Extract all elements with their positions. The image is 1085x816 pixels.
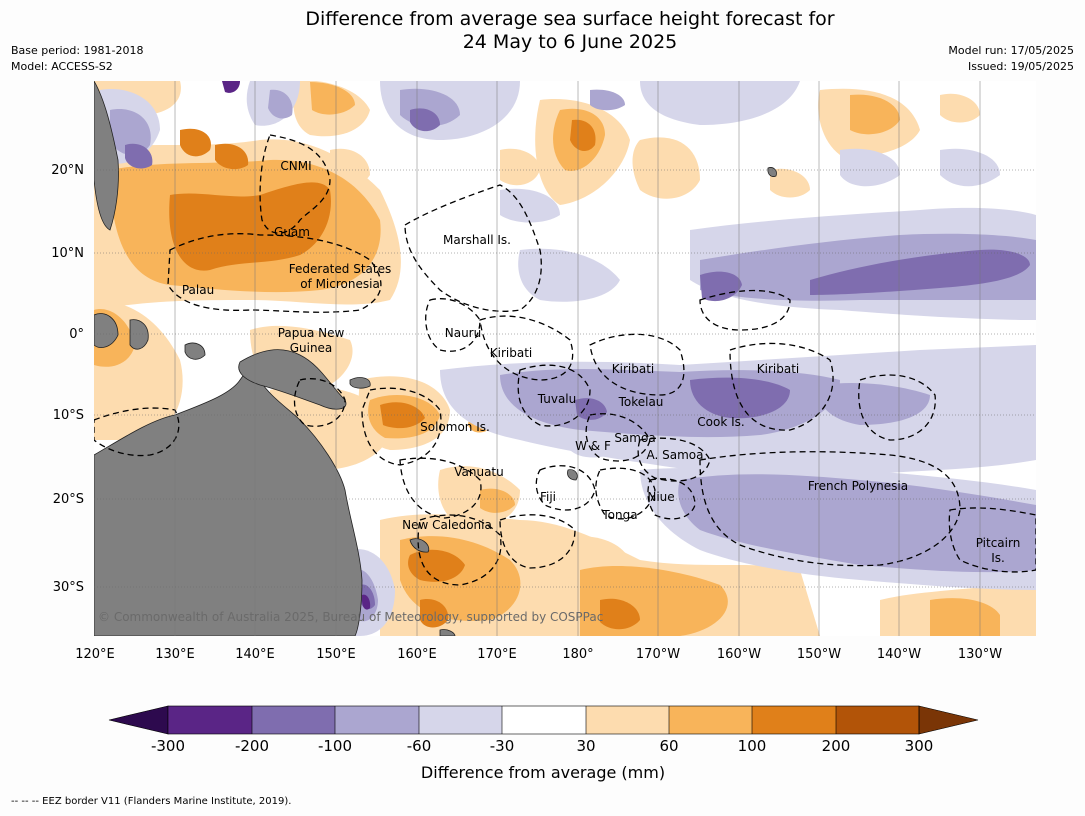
- lat-label: 10°S: [53, 408, 84, 423]
- chart-title: Difference from average sea surface heig…: [0, 8, 1085, 54]
- lon-label: 150°E: [316, 647, 356, 662]
- place-label: Federated States: [289, 262, 391, 276]
- model-run: Model run: 17/05/2025: [948, 44, 1074, 57]
- place-label: CNMI: [280, 159, 311, 173]
- place-label: Guinea: [290, 341, 333, 355]
- colorbar-swatch: [502, 706, 586, 734]
- colorbar-swatch: [586, 706, 669, 734]
- sulawesi-landmass: [129, 319, 149, 350]
- lon-label: 180°: [562, 647, 593, 662]
- colorbar-tick: -100: [318, 737, 352, 755]
- lon-label: 130°E: [155, 647, 195, 662]
- place-label: Tonga: [601, 508, 637, 522]
- new-caledonia-landmass: [409, 538, 430, 553]
- map-panel: [94, 81, 1036, 636]
- lat-gridlines: [94, 169, 1036, 588]
- lat-label: 20°N: [51, 163, 84, 178]
- new-zealand-landmass: [439, 629, 456, 636]
- colorbar-extend-high: [918, 705, 979, 735]
- colorbar-swatch: [752, 706, 836, 734]
- title-line-1: Difference from average sea surface heig…: [305, 8, 835, 30]
- place-label: Papua New: [278, 326, 345, 340]
- colorbar-tick: 100: [738, 737, 767, 755]
- colorbar-swatch: [836, 706, 919, 734]
- colorbar-ticks: -300 -200 -100 -60 -30 30 60 100 200 300: [151, 737, 933, 755]
- colorbar-swatch: [168, 706, 252, 734]
- lat-label: 30°S: [53, 580, 84, 595]
- lat-label: 0°: [69, 327, 84, 342]
- place-label: French Polynesia: [808, 479, 908, 493]
- place-label: Fiji: [540, 490, 556, 504]
- place-label: Cook Is.: [697, 415, 744, 429]
- lon-gridlines: [174, 81, 981, 636]
- borneo-landmass: [94, 313, 119, 348]
- place-label: Nauru: [445, 326, 481, 340]
- place-label: Marshall Is.: [443, 233, 511, 247]
- colorbar-tick: -30: [490, 737, 515, 755]
- colorbar-swatch: [335, 706, 419, 734]
- philippines-landmass: [94, 81, 119, 231]
- model-name: Model: ACCESS-S2: [11, 60, 113, 73]
- place-label: Guam: [274, 225, 310, 239]
- place-label: Kiribati: [757, 362, 799, 376]
- lat-axis: 20°N 10°N 0° 10°S 20°S 30°S: [51, 163, 84, 595]
- colorbar-tick: 300: [905, 737, 934, 755]
- lon-label: 160°E: [397, 647, 437, 662]
- issued-date: Issued: 19/05/2025: [967, 60, 1074, 73]
- place-label: Vanuatu: [454, 465, 504, 479]
- colorbar-swatch: [252, 706, 335, 734]
- lon-label: 140°W: [877, 647, 921, 662]
- place-label: Tokelau: [618, 395, 664, 409]
- colorbar: -300 -200 -100 -60 -30 30 60 100 200 300…: [108, 705, 979, 782]
- lon-label: 170°W: [636, 647, 680, 662]
- place-label: Solomon Is.: [420, 420, 490, 434]
- place-label: Samoa: [614, 431, 655, 445]
- colorbar-swatch: [669, 706, 752, 734]
- lat-label: 10°N: [51, 246, 84, 261]
- eez-legend-note: -- -- -- EEZ border V11 (Flanders Marine…: [11, 796, 292, 807]
- lon-label: 140°E: [235, 647, 275, 662]
- place-label: New Caledonia: [402, 518, 492, 532]
- anomaly-field: [94, 81, 1036, 636]
- colorbar-extend-low: [108, 705, 169, 735]
- colorbar-tick: 200: [822, 737, 851, 755]
- place-label: Is.: [991, 551, 1005, 565]
- place-label: Tuvalu: [537, 392, 577, 406]
- colorbar-tick: -200: [235, 737, 269, 755]
- lon-axis: 120°E 130°E 140°E 150°E 160°E 170°E 180°…: [75, 647, 1002, 662]
- land-masses: [94, 81, 777, 636]
- meta-right: Model run: 17/05/2025 Issued: 19/05/2025: [948, 43, 1074, 75]
- colorbar-tick: -300: [151, 737, 185, 755]
- new-britain-landmass: [349, 377, 371, 389]
- lon-label: 160°W: [717, 647, 761, 662]
- australia-landmass: [94, 370, 363, 636]
- place-label: of Micronesia: [300, 277, 380, 291]
- place-label: Niue: [647, 490, 674, 504]
- colorbar-label: Difference from average (mm): [421, 763, 665, 782]
- place-labels: CNMI Guam Marshall Is. Federated States …: [182, 159, 1020, 565]
- colorbar-swatch: [419, 706, 502, 734]
- base-period: Base period: 1981-2018: [11, 44, 144, 57]
- copyright-note: © Commonwealth of Australia 2025, Bureau…: [98, 610, 603, 624]
- meta-left: Base period: 1981-2018 Model: ACCESS-S2: [11, 43, 143, 75]
- place-label: Pitcairn: [976, 536, 1021, 550]
- colorbar-tick: 30: [576, 737, 595, 755]
- place-label: Kiribati: [490, 346, 532, 360]
- lon-label: 170°E: [477, 647, 517, 662]
- title-line-2: 24 May to 6 June 2025: [462, 31, 678, 53]
- place-label: Palau: [182, 283, 214, 297]
- lon-label: 120°E: [75, 647, 115, 662]
- colorbar-tick: 60: [659, 737, 678, 755]
- lon-label: 130°W: [958, 647, 1002, 662]
- halmahera-landmass: [184, 342, 206, 360]
- lon-label: 150°W: [797, 647, 841, 662]
- place-label: W & F: [575, 439, 611, 453]
- place-label: Kiribati: [612, 362, 654, 376]
- place-label: A. Samoa: [647, 448, 704, 462]
- eez-borders: [94, 134, 1036, 586]
- colorbar-tick: -60: [407, 737, 432, 755]
- fiji-landmass: [567, 469, 578, 481]
- lat-label: 20°S: [53, 492, 84, 507]
